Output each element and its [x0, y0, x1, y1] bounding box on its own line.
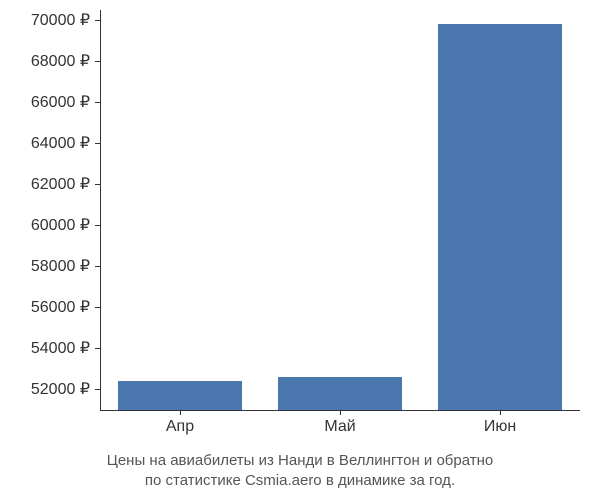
y-tick-mark — [95, 61, 100, 62]
x-tick-mark — [340, 410, 341, 415]
y-tick-label: 60000 ₽ — [31, 215, 90, 235]
y-tick-mark — [95, 307, 100, 308]
y-tick-mark — [95, 102, 100, 103]
y-axis: 52000 ₽ 54000 ₽ 56000 ₽ 58000 ₽ 60000 ₽ 62000… — [0, 10, 95, 410]
y-tick-label: 64000 ₽ — [31, 133, 90, 153]
y-tick-label: 68000 ₽ — [31, 51, 90, 71]
y-tick-mark — [95, 143, 100, 144]
y-tick-label: 56000 ₽ — [31, 297, 90, 317]
y-tick-mark — [95, 184, 100, 185]
bar — [438, 24, 563, 410]
y-tick-mark — [95, 348, 100, 349]
x-tick-label: Май — [324, 418, 355, 436]
y-tick-mark — [95, 20, 100, 21]
x-tick-mark — [180, 410, 181, 415]
chart-caption-line2: по статистике Csmia.aero в динамике за г… — [0, 470, 600, 491]
y-tick-mark — [95, 225, 100, 226]
chart-caption-line1: Цены на авиабилеты из Нанди в Веллингтон… — [0, 450, 600, 471]
bar — [118, 381, 243, 410]
x-tick-label: Июн — [484, 418, 516, 436]
y-tick-label: 54000 ₽ — [31, 338, 90, 358]
y-tick-mark — [95, 266, 100, 267]
x-tick-label: Апр — [166, 418, 194, 436]
x-tick-mark — [500, 410, 501, 415]
bar — [278, 377, 403, 410]
plot-area — [100, 10, 580, 410]
y-tick-label: 66000 ₽ — [31, 92, 90, 112]
y-tick-mark — [95, 389, 100, 390]
x-axis: Апр Май Июн — [100, 410, 580, 450]
y-tick-label: 70000 ₽ — [31, 10, 90, 30]
y-tick-label: 62000 ₽ — [31, 174, 90, 194]
price-chart: 52000 ₽ 54000 ₽ 56000 ₽ 58000 ₽ 60000 ₽ 62000… — [0, 0, 600, 500]
y-tick-label: 58000 ₽ — [31, 256, 90, 276]
y-tick-label: 52000 ₽ — [31, 379, 90, 399]
